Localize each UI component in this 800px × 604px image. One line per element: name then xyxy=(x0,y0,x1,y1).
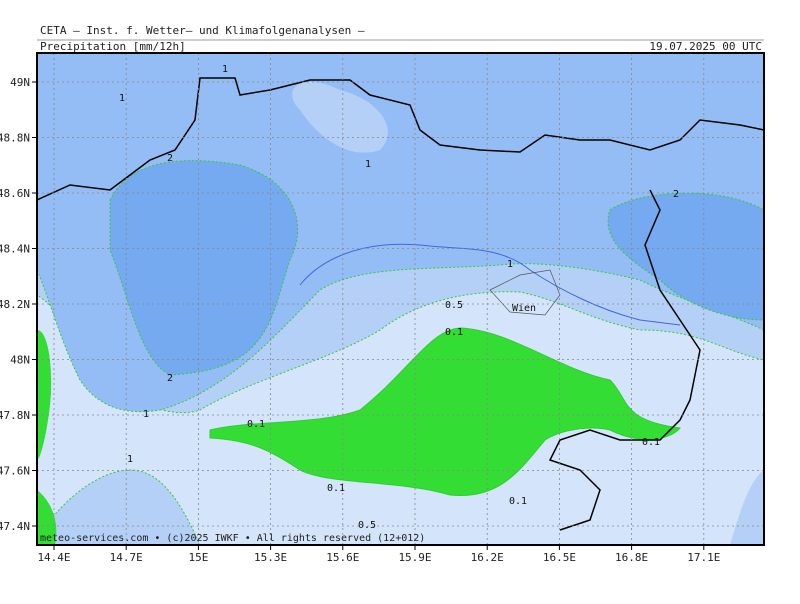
contour-label: 2 xyxy=(167,373,173,384)
frame xyxy=(36,52,765,546)
lon-label: 15E xyxy=(188,551,208,564)
lat-label: 48.6N xyxy=(0,187,30,200)
footer: meteo-services.com • (c)2025 IWKF • All … xyxy=(40,533,425,544)
contour-label: 1 xyxy=(222,64,228,75)
lon-label: 15.6E xyxy=(326,551,359,564)
lon-label: 16.5E xyxy=(543,551,576,564)
contour-label: 1 xyxy=(143,409,149,420)
lat-label: 47.4N xyxy=(0,520,30,533)
level-2 xyxy=(109,160,299,376)
lat-label: 47.6N xyxy=(0,465,30,478)
contour-label: 2 xyxy=(673,189,679,200)
date: 19.07.2025 00 UTC xyxy=(649,40,762,53)
lat-label: 48.8N xyxy=(0,132,30,145)
contour-label: 1 xyxy=(119,93,125,104)
level-0.5 xyxy=(292,81,388,153)
institute: CETA – Inst. f. Wetter– und Klimafolgena… xyxy=(40,24,365,37)
lat-label: 48N xyxy=(10,354,30,367)
contour-label: 1 xyxy=(365,159,371,170)
grid xyxy=(37,53,764,545)
level-green xyxy=(209,327,681,497)
contour-label: 0.1 xyxy=(509,496,527,507)
contour-label: 1 xyxy=(507,259,513,270)
lon-label: 15.3E xyxy=(254,551,287,564)
contour-label: 0.1 xyxy=(247,419,265,430)
lat-label: 49N xyxy=(10,76,30,89)
lon-label: 16.8E xyxy=(615,551,648,564)
border xyxy=(37,77,764,201)
lon-label: 14.7E xyxy=(110,551,143,564)
level-green xyxy=(37,330,52,460)
contour-label: 0.1 xyxy=(327,483,345,494)
lat-label: 48.2N xyxy=(0,298,30,311)
river xyxy=(299,243,681,326)
contour-label: 0.5 xyxy=(358,520,376,531)
lon-label: 16.2E xyxy=(471,551,504,564)
city-label: Wien xyxy=(512,303,536,314)
lat-label: 47.8N xyxy=(0,409,30,422)
contour-label: 0.1 xyxy=(445,327,463,338)
variable: Precipitation [mm/12h] xyxy=(40,40,186,53)
level-green xyxy=(37,490,57,545)
border xyxy=(548,189,701,531)
map-area xyxy=(37,53,764,545)
contour-label: 1 xyxy=(127,454,133,465)
lon-label: 17.1E xyxy=(687,551,720,564)
contour-label: 2 xyxy=(167,153,173,164)
level-2 xyxy=(607,192,764,321)
lon-label: 15.9E xyxy=(398,551,431,564)
city-outline xyxy=(489,269,561,316)
lon-label: 14.4E xyxy=(37,551,70,564)
lat-label: 48.4N xyxy=(0,243,30,256)
contour-label: 0.1 xyxy=(642,437,660,448)
contour-label: 0.5 xyxy=(445,300,463,311)
